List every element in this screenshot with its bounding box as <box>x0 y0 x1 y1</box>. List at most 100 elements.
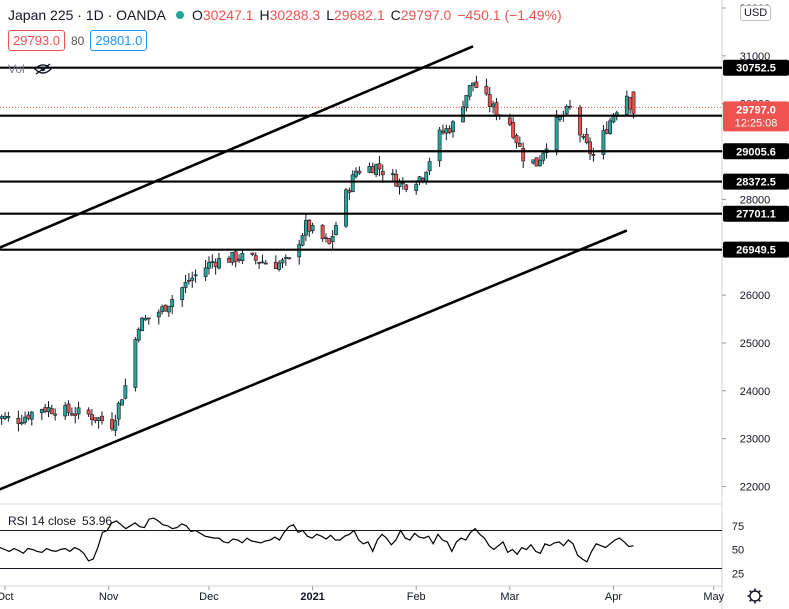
candle-body <box>424 171 429 182</box>
candle-body <box>53 413 58 416</box>
candle-body <box>461 106 465 123</box>
candle-body <box>494 102 499 116</box>
candle-body <box>447 128 452 133</box>
candle-body <box>377 163 382 170</box>
candle-body <box>240 253 245 261</box>
candle-body <box>380 170 385 176</box>
level-label: 26949.5 <box>736 245 776 257</box>
candle-body <box>310 225 315 232</box>
symbol-title[interactable]: Japan 225 · 1D · OANDA <box>8 7 166 23</box>
candle-body <box>16 417 21 424</box>
candle-body <box>123 385 128 399</box>
candle-body <box>263 262 268 265</box>
low-label: L <box>326 7 334 23</box>
level-label-bg <box>723 241 789 258</box>
candle-body <box>86 409 91 415</box>
time-tick-label: Apr <box>605 591 622 603</box>
candle-body <box>210 261 215 263</box>
candle-body <box>588 141 592 154</box>
candle-body <box>464 95 469 109</box>
candle-body <box>76 407 81 415</box>
candle-body <box>170 299 175 308</box>
candle-body <box>140 317 144 332</box>
candle-body <box>283 257 288 259</box>
candle-body <box>63 405 68 417</box>
gear-ring <box>749 590 761 602</box>
candle-body <box>39 409 44 414</box>
candle-body <box>193 274 198 277</box>
candle-body <box>146 317 151 320</box>
rsi-label: RSI 14 close <box>8 514 77 528</box>
candle-body <box>260 261 265 264</box>
chart-grid <box>0 0 723 609</box>
candle-body <box>437 129 442 162</box>
candle-body <box>427 161 432 172</box>
candle-body <box>507 117 512 125</box>
candle-body <box>190 277 195 281</box>
candle-body <box>601 130 606 155</box>
candle-body <box>414 183 419 191</box>
candle-body <box>474 81 479 88</box>
channel-upper-line <box>0 45 474 249</box>
candle-body <box>116 402 121 420</box>
candle-body <box>604 129 609 134</box>
level-label: 29005.6 <box>736 146 776 158</box>
candle-body <box>49 408 54 414</box>
price-axis: 3200031000300002900028000270002600025000… <box>722 3 789 494</box>
gear-tooth <box>749 590 753 594</box>
candle-body <box>110 419 114 430</box>
level-label: 27701.1 <box>736 209 776 221</box>
candle-body <box>217 258 221 269</box>
eye-hidden-icon[interactable] <box>33 63 53 75</box>
currency-badge[interactable]: USD <box>740 5 772 21</box>
low-value: 29682.1 <box>334 7 385 23</box>
change-value: −450.1 (−1.49%) <box>457 7 562 23</box>
candle-body <box>303 220 308 236</box>
price-tick-label: 23000 <box>740 434 771 446</box>
settings-gear-icon[interactable] <box>747 588 763 604</box>
trend-lines <box>0 45 722 491</box>
candle-body <box>334 225 338 236</box>
candle-body <box>136 328 141 341</box>
candle-body <box>253 255 258 261</box>
candle-body <box>29 411 34 420</box>
candle-body <box>467 85 472 97</box>
candle-body <box>277 262 282 270</box>
high-label: H <box>259 7 270 23</box>
candle-body <box>591 154 596 156</box>
candle-body <box>113 420 118 431</box>
candle-body <box>46 406 51 413</box>
candle-body <box>578 107 582 136</box>
level-label-bg <box>723 205 789 222</box>
candle-body <box>441 130 445 134</box>
buy-button[interactable]: 29801.0 <box>90 30 148 51</box>
candle-body <box>558 116 562 120</box>
bar-countdown-label: 12:25:08 <box>735 117 778 129</box>
time-tick-label: Nov <box>99 591 119 603</box>
sell-button[interactable]: 29793.0 <box>8 30 65 51</box>
candle-body <box>287 257 292 260</box>
candle-body <box>484 85 489 95</box>
candle-body <box>327 238 332 244</box>
candle-body <box>6 416 11 418</box>
candle-body <box>531 159 536 164</box>
candle-body <box>280 259 285 264</box>
rsi-line <box>0 517 634 563</box>
candle-body <box>43 407 48 412</box>
candle-body <box>273 261 278 269</box>
candle-body <box>324 237 328 239</box>
candle-body <box>19 422 24 425</box>
candle-body <box>320 224 325 239</box>
gear-tooth <box>757 598 761 602</box>
candle-body <box>160 306 165 312</box>
candle-body <box>541 152 546 161</box>
quote-row: 29793.0 80 29801.0 <box>8 30 148 51</box>
candle-body <box>23 416 27 423</box>
gear-tooth <box>757 590 761 594</box>
rsi-legend: RSI 14 close 53.96 <box>8 514 112 528</box>
price-tick-label: 22000 <box>740 482 771 494</box>
candle-body <box>624 95 629 115</box>
candle-body <box>491 103 496 108</box>
candle-body <box>66 403 71 413</box>
